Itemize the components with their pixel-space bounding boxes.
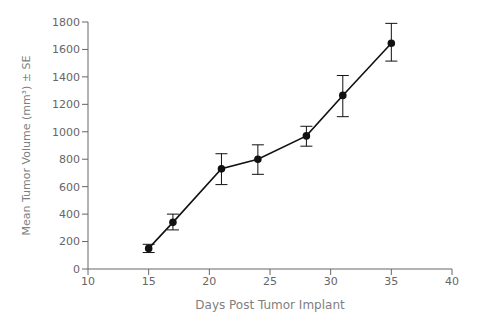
svg-text:25: 25 bbox=[263, 275, 277, 288]
svg-text:Mean Tumor Volume (mm³) ± SE: Mean Tumor Volume (mm³) ± SE bbox=[20, 55, 33, 235]
svg-text:800: 800 bbox=[59, 153, 80, 166]
svg-text:40: 40 bbox=[445, 275, 459, 288]
svg-text:20: 20 bbox=[202, 275, 216, 288]
svg-text:15: 15 bbox=[142, 275, 156, 288]
svg-text:1800: 1800 bbox=[52, 16, 80, 29]
svg-text:1000: 1000 bbox=[52, 126, 80, 139]
svg-text:600: 600 bbox=[59, 181, 80, 194]
svg-text:400: 400 bbox=[59, 208, 80, 221]
svg-text:1200: 1200 bbox=[52, 98, 80, 111]
svg-text:1600: 1600 bbox=[52, 43, 80, 56]
svg-text:35: 35 bbox=[384, 275, 398, 288]
svg-text:1400: 1400 bbox=[52, 71, 80, 84]
svg-text:Days Post Tumor Implant: Days Post Tumor Implant bbox=[195, 298, 345, 312]
svg-text:10: 10 bbox=[81, 275, 95, 288]
svg-text:200: 200 bbox=[59, 235, 80, 248]
svg-text:0: 0 bbox=[73, 263, 80, 276]
svg-text:30: 30 bbox=[324, 275, 338, 288]
